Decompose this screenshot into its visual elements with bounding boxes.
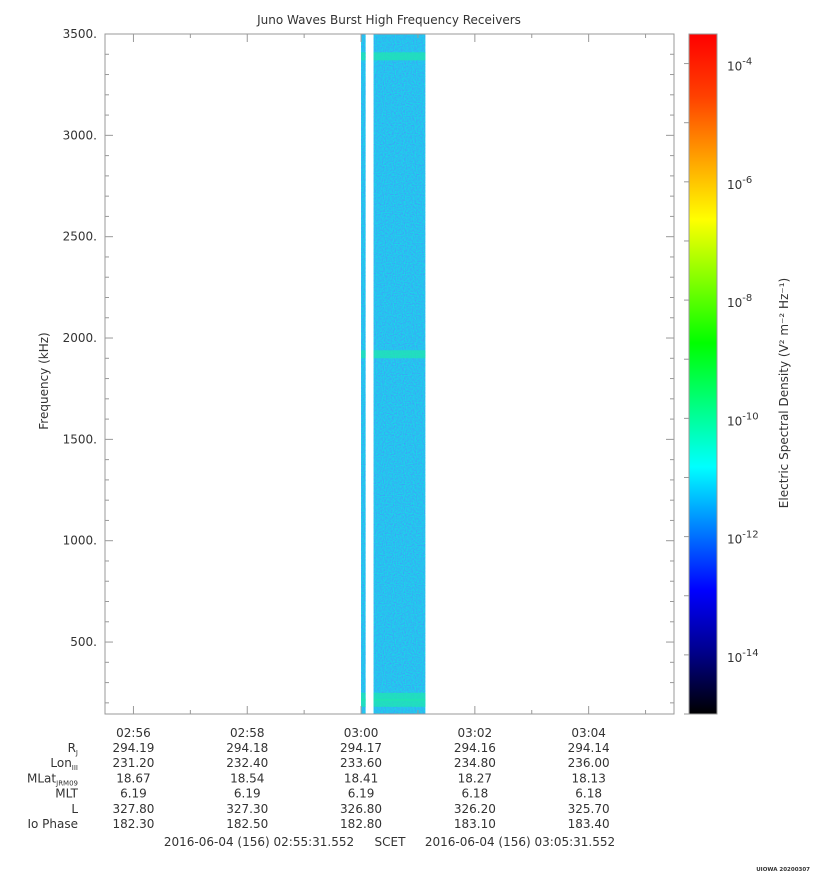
ephemeris-value: 183.40 <box>568 817 610 831</box>
ephemeris-value: 182.30 <box>112 817 154 831</box>
ephemeris-row-label: RJ <box>68 741 78 757</box>
y-tick-label: 1000. <box>63 534 97 548</box>
ephemeris-value: 6.18 <box>575 787 602 801</box>
ephemeris-value: 326.80 <box>340 802 382 816</box>
ephemeris-value: 18.54 <box>230 771 264 785</box>
ephemeris-value: 6.18 <box>461 787 488 801</box>
colorbar-tick-label: 10-6 <box>727 175 752 192</box>
x-tick-label: 03:04 <box>571 726 606 740</box>
ephemeris-value: 6.19 <box>348 787 375 801</box>
ephemeris-value: 327.30 <box>226 802 268 816</box>
ephemeris-table: RJ 294.19 294.18 294.17 294.16 294.14 LonIII 23… <box>27 741 610 831</box>
emission-band <box>361 350 366 359</box>
x-tick-label: 02:58 <box>230 726 265 740</box>
data-block-texture <box>361 34 366 714</box>
y-axis: 500. 1000. 1500. 2000. 2500. 3000. 3500. <box>63 27 674 704</box>
time-start: 2016-06-04 (156) 02:55:31.552 <box>164 835 354 849</box>
emission-band <box>361 52 366 61</box>
colorbar-tick-label: 10-12 <box>727 530 759 547</box>
x-axis: 02:56 02:58 03:00 03:02 03:04 <box>116 34 647 740</box>
colorbar-tick-label: 10-4 <box>727 57 752 74</box>
ephemeris-row-label: LonIII <box>50 756 78 772</box>
y-tick-label: 3000. <box>63 128 97 142</box>
colorbar-tick-label: 10-14 <box>727 648 759 665</box>
ephemeris-value: 236.00 <box>568 756 610 770</box>
colorbar-tick-label: 10-10 <box>727 411 759 428</box>
ephemeris-value: 232.40 <box>226 756 268 770</box>
ephemeris-value: 182.80 <box>340 817 382 831</box>
ephemeris-value: 294.18 <box>226 741 268 755</box>
ephemeris-value: 182.50 <box>226 817 268 831</box>
colorbar-tick-label: 10-8 <box>727 293 752 310</box>
colorbar-gradient <box>688 33 718 715</box>
plot-frame <box>104 33 675 715</box>
x-tick-label: 03:02 <box>458 726 493 740</box>
ephemeris-value: 18.41 <box>344 771 378 785</box>
chart-title: Juno Waves Burst High Frequency Receiver… <box>256 13 521 27</box>
ephemeris-value: 18.13 <box>571 771 605 785</box>
emission-band <box>373 692 426 701</box>
ephemeris-value: 326.20 <box>454 802 496 816</box>
ephemeris-value: 233.60 <box>340 756 382 770</box>
plot-area <box>104 33 675 715</box>
ephemeris-value: 325.70 <box>568 802 610 816</box>
emission-band <box>373 698 426 707</box>
ephemeris-value: 231.20 <box>112 756 154 770</box>
time-end: 2016-06-04 (156) 03:05:31.552 <box>425 835 615 849</box>
y-tick-label: 3500. <box>63 27 97 41</box>
time-label: SCET <box>375 835 407 849</box>
ephemeris-value: 294.17 <box>340 741 382 755</box>
y-tick-label: 1500. <box>63 432 97 446</box>
ephemeris-row-label: Io Phase <box>27 817 78 831</box>
ephemeris-value: 294.14 <box>568 741 610 755</box>
emission-band <box>373 350 426 359</box>
ephemeris-value: 294.19 <box>112 741 154 755</box>
data-block-texture <box>373 34 426 714</box>
credit-stamp: UIOWA 20200307 <box>756 867 810 873</box>
ephemeris-value: 234.80 <box>454 756 496 770</box>
ephemeris-value: 6.19 <box>234 787 261 801</box>
ephemeris-value: 294.16 <box>454 741 496 755</box>
ephemeris-row-label: MLatJRM09 <box>27 771 78 787</box>
x-tick-label: 03:00 <box>344 726 379 740</box>
y-axis-label: Frequency (kHz) <box>37 332 51 429</box>
y-tick-label: 2500. <box>63 230 97 244</box>
ephemeris-row-label: MLT <box>55 787 78 801</box>
emission-band <box>373 52 426 61</box>
emission-band <box>361 692 366 701</box>
x-tick-label: 02:56 <box>116 726 151 740</box>
ephemeris-value: 18.27 <box>458 771 492 785</box>
ephemeris-row-label: L <box>71 802 78 816</box>
ephemeris-value: 183.10 <box>454 817 496 831</box>
ephemeris-value: 18.67 <box>116 771 150 785</box>
colorbar: 10-14 10-12 10-10 10-8 10-6 10-4 <box>684 33 759 715</box>
y-tick-label: 500. <box>70 635 97 649</box>
colorbar-label: Electric Spectral Density (V² m⁻² Hz⁻¹) <box>777 278 791 508</box>
ephemeris-value: 327.80 <box>112 802 154 816</box>
y-tick-label: 2000. <box>63 331 97 345</box>
ephemeris-value: 6.19 <box>120 787 147 801</box>
emission-band <box>361 698 366 707</box>
